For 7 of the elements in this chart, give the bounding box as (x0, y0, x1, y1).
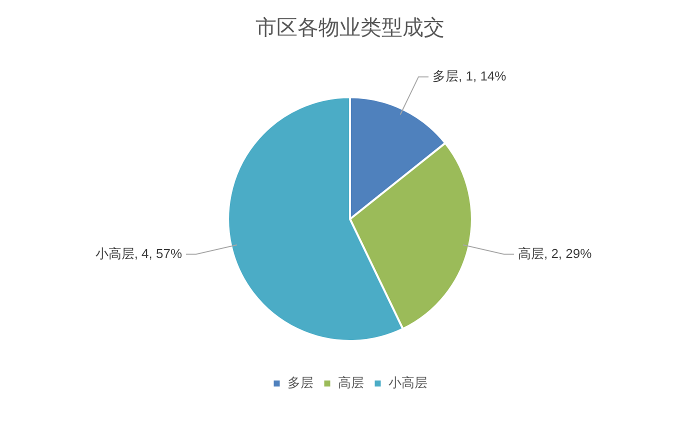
data-label: 高层, 2, 29% (518, 246, 592, 261)
legend-label: 小高层 (388, 375, 428, 390)
legend-label: 高层 (338, 375, 364, 390)
data-label: 小高层, 4, 57% (95, 246, 182, 261)
legend-label: 多层 (287, 375, 314, 390)
data-label: 多层, 1, 14% (432, 68, 507, 84)
chart-title: 市区各物业类型成交 (256, 16, 444, 40)
